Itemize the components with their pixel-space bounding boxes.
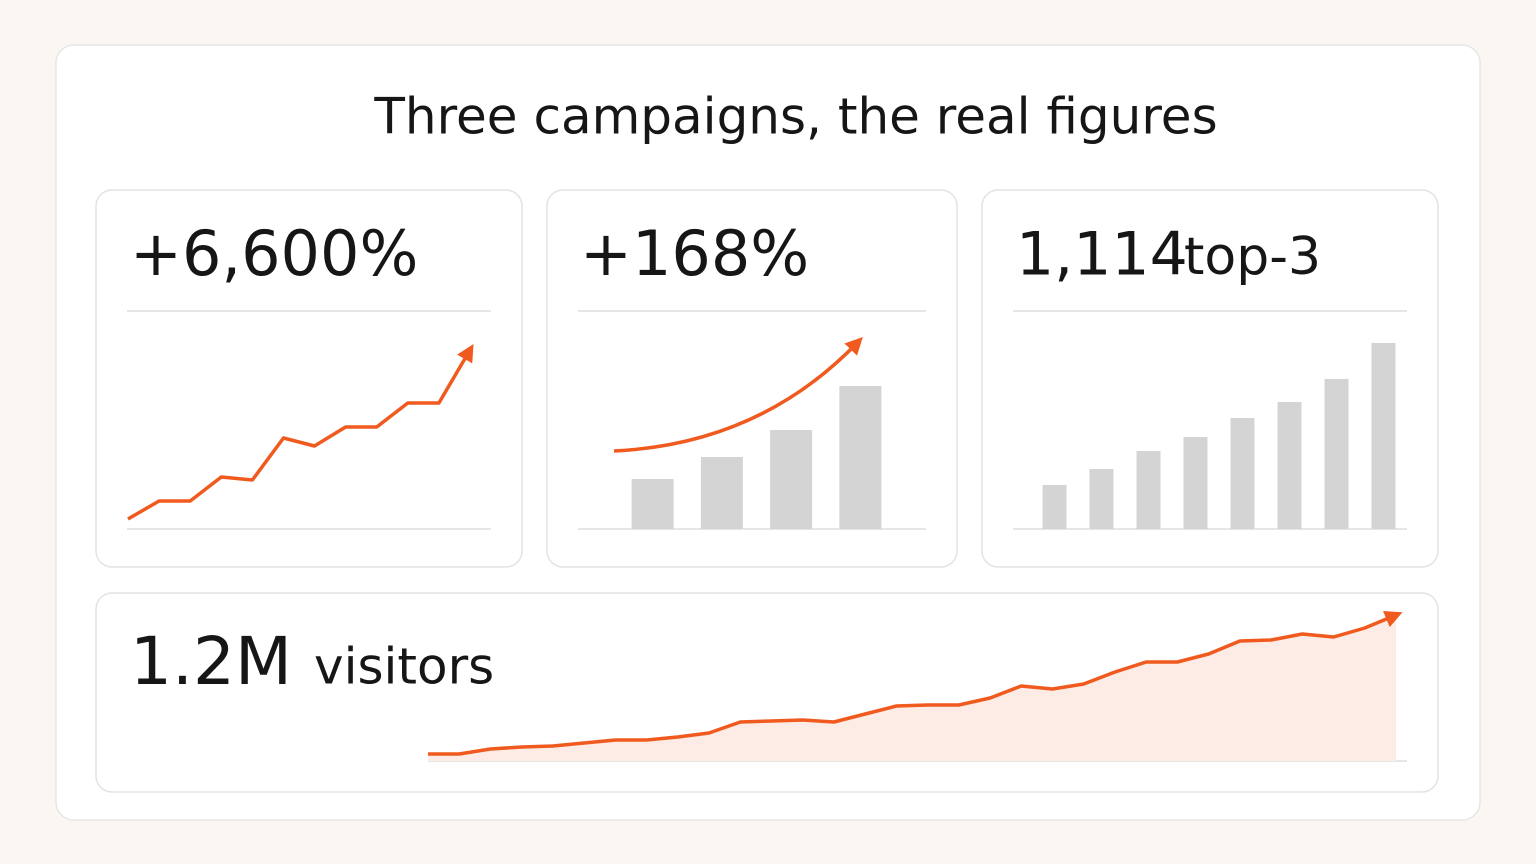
headline: +168% xyxy=(580,217,809,290)
area xyxy=(428,615,1396,761)
line xyxy=(428,610,1403,756)
bar xyxy=(1042,485,1067,529)
bar xyxy=(1277,402,1302,529)
bar xyxy=(1089,469,1114,529)
headline-unit: visitors xyxy=(314,638,494,696)
page-title: Three campaigns, the real figures xyxy=(373,88,1217,146)
bar xyxy=(1324,379,1349,529)
headline: 1,114 xyxy=(1016,220,1188,290)
bar xyxy=(839,386,882,529)
headline-unit: top-3 xyxy=(1184,227,1321,287)
line xyxy=(127,343,474,521)
trend-arrow xyxy=(613,336,863,453)
bar xyxy=(770,430,813,529)
bar xyxy=(1183,437,1208,529)
bar xyxy=(631,479,674,529)
card xyxy=(95,189,523,568)
bar xyxy=(700,457,743,529)
headline: +6,600% xyxy=(130,217,418,290)
bar xyxy=(1371,343,1396,529)
bar xyxy=(1230,418,1255,529)
bar xyxy=(1136,451,1161,529)
headline: 1.2M xyxy=(130,623,292,700)
